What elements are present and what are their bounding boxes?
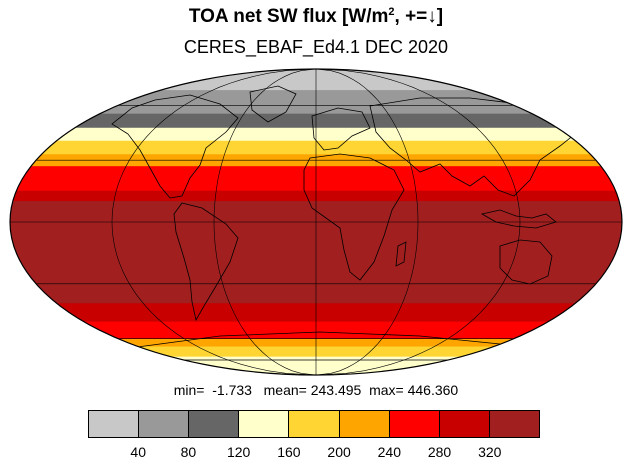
world-map [9, 68, 623, 376]
graticule [10, 69, 622, 375]
map-border [9, 68, 623, 376]
statistics-line: min= -1.733 mean= 243.495 max= 446.360 [173, 382, 459, 398]
legend-swatch [489, 411, 539, 437]
legend-tick-label: 320 [478, 444, 502, 460]
legend-tick-label: 160 [277, 444, 301, 460]
legend-swatch [339, 411, 390, 437]
europe-outline [311, 107, 371, 151]
australia-outline [499, 239, 553, 285]
legend-swatch [139, 411, 190, 437]
legend-tick-label: 40 [130, 444, 146, 460]
map-subtitle: CERES_EBAF_Ed4.1 DEC 2020 [183, 37, 449, 57]
meridian-line [315, 69, 419, 375]
color-legend [88, 410, 540, 438]
meridian-line [315, 69, 521, 375]
madagascar-outline [395, 241, 407, 267]
africa-outline [303, 153, 405, 281]
legend-tick-label: 200 [327, 444, 351, 460]
legend-swatch [439, 411, 490, 437]
legend-swatch [289, 411, 340, 437]
legend-swatch [189, 411, 240, 437]
legend-tick-label: 80 [180, 444, 197, 460]
legend-tick-label: 120 [226, 444, 251, 460]
legend-swatch [89, 411, 140, 437]
indonesia-outline [480, 209, 557, 229]
south-america-outline [173, 202, 239, 322]
north-america-outline [111, 94, 239, 199]
meridian-line [111, 69, 317, 375]
meridian-line [213, 69, 317, 375]
legend-tick-label: 240 [377, 444, 401, 460]
greenland-outline [249, 85, 297, 123]
legend-tick-label: 280 [427, 444, 452, 460]
map-title: TOA net SW flux [W/m2, +=↓] [188, 6, 444, 27]
legend-swatch [389, 411, 440, 437]
legend-swatch [239, 411, 290, 437]
